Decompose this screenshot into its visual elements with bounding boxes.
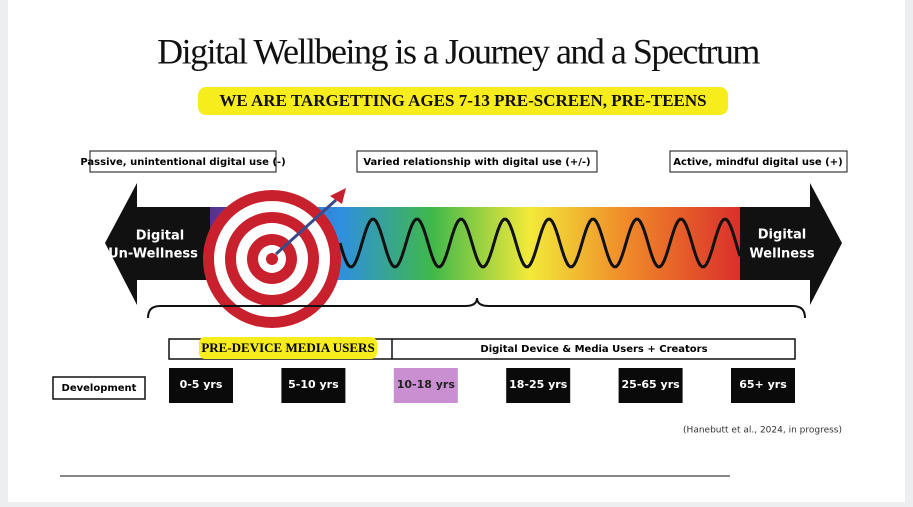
title: Digital Wellbeing is a Journey and a Spe…: [157, 31, 760, 71]
stage-label: 18-25 yrs: [509, 378, 568, 391]
subtitle: WE ARE TARGETTING AGES 7-13 PRE-SCREEN, …: [219, 91, 706, 110]
stage-label: 10-18 yrs: [397, 378, 456, 391]
stage-box: [393, 368, 458, 403]
scale-label: Varied relationship with digital use (+/…: [363, 157, 590, 168]
stage-box: [281, 368, 346, 403]
stage-label: 25-65 yrs: [622, 378, 681, 391]
left-arrow: [105, 183, 210, 305]
scale-label: Passive, unintentional digital use (-): [80, 157, 285, 168]
development-label: Development: [62, 383, 137, 394]
stage-box: [731, 368, 795, 403]
scale-label: Active, mindful digital use (+): [673, 157, 842, 168]
stage-box: [506, 368, 571, 403]
stage-label: 5-10 yrs: [288, 378, 339, 391]
stages: 0-5 yrs 5-10 yrs 10-18 yrs 18-25 yrs 25-65 y…: [169, 368, 795, 403]
group-highlight: [199, 337, 377, 359]
stage-box: [618, 368, 683, 403]
right-end-label: Digital: [758, 228, 806, 243]
right-end-label: Wellness: [749, 247, 814, 262]
user-group-label: PRE-DEVICE MEDIA USERS: [201, 340, 374, 355]
scale-box: [356, 150, 598, 173]
left-end-label: Un-Wellness: [108, 247, 198, 262]
scale-box: [89, 150, 277, 173]
development-box: [52, 376, 146, 400]
subtitle-highlight: [198, 87, 728, 115]
left-end-label: Digital: [136, 229, 184, 244]
citation: (Hanebutt et al., 2024, in progress): [683, 426, 842, 436]
target: [203, 188, 346, 328]
brace: [147, 297, 806, 319]
scale-box: [669, 150, 848, 173]
stage-label: 65+ yrs: [739, 378, 787, 391]
stage-box: [169, 368, 233, 403]
wave: [338, 217, 742, 269]
right-arrow: [740, 183, 842, 305]
stage-label: 0-5 yrs: [180, 378, 223, 391]
user-group-label: Digital Device & Media Users + Creators: [480, 344, 707, 355]
